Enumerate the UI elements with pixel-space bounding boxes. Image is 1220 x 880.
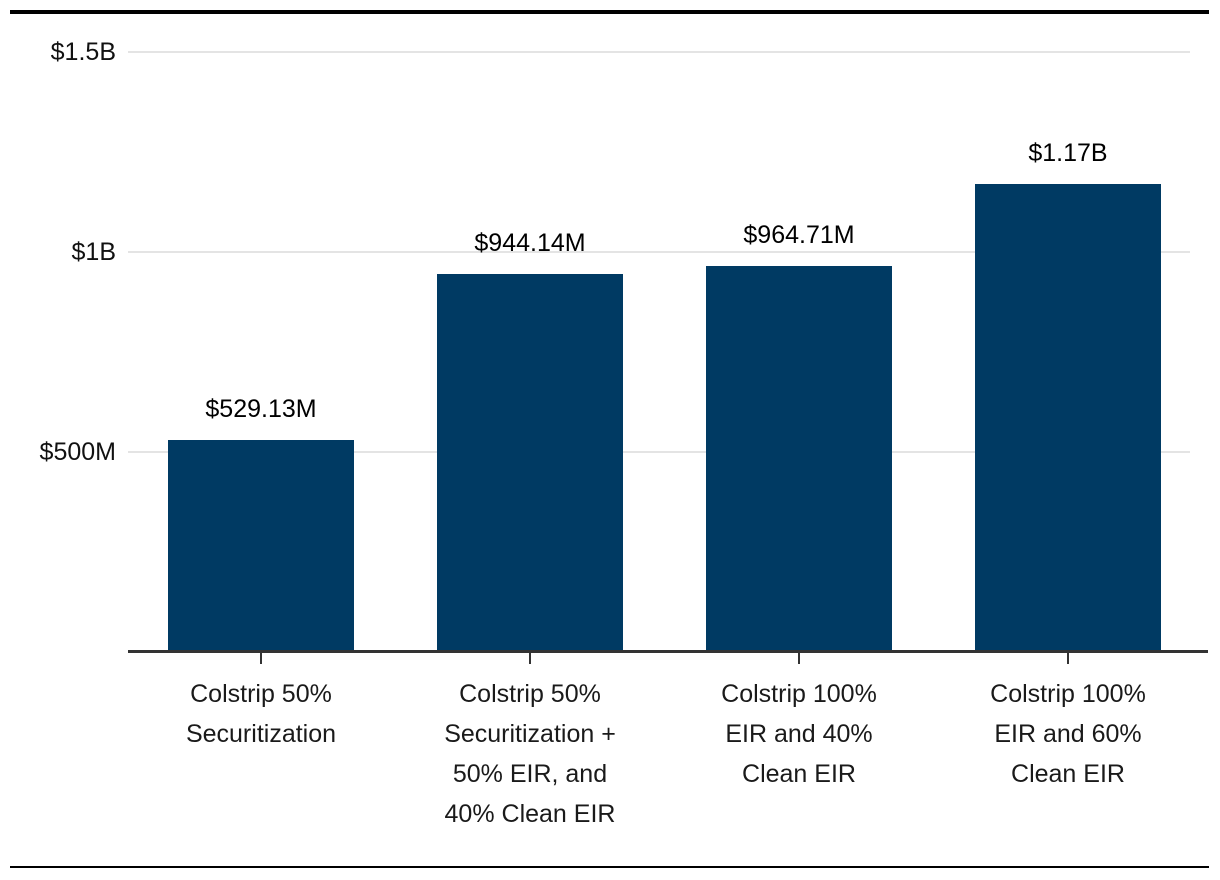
bar-value-label: $964.71M	[743, 221, 855, 249]
bar	[168, 440, 354, 652]
x-axis-category-label: Colstrip 50% Securitization + 50% EIR, a…	[444, 680, 616, 828]
y-axis-tick-label: $500M	[39, 438, 116, 466]
bottom-border-rule	[10, 866, 1209, 868]
x-axis-tick	[798, 653, 800, 664]
x-axis-category-label: Colstrip 100% EIR and 40% Clean EIR	[721, 680, 877, 788]
top-border-rule	[10, 10, 1209, 14]
bar-value-label: $1.17B	[1028, 139, 1108, 167]
gridline	[128, 451, 1190, 453]
bar	[706, 266, 892, 652]
gridline	[128, 51, 1190, 53]
bar	[437, 274, 623, 652]
x-axis-category-label: Colstrip 50% Securitization	[185, 680, 337, 748]
bar-value-label: $944.14M	[474, 229, 586, 257]
x-axis-tick	[529, 653, 531, 664]
bar-value-label: $529.13M	[205, 395, 317, 423]
y-axis-tick-label: $1B	[71, 238, 116, 266]
x-axis-line	[128, 650, 1208, 653]
x-axis-tick	[260, 653, 262, 664]
x-axis-tick	[1067, 653, 1069, 664]
gridline	[128, 251, 1190, 253]
y-axis-tick-label: $1.5B	[50, 38, 116, 66]
x-axis-category-label: Colstrip 100% EIR and 60% Clean EIR	[990, 680, 1146, 788]
bar	[975, 184, 1161, 652]
